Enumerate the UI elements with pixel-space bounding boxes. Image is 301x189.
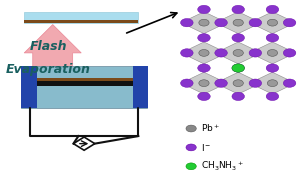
- Circle shape: [198, 34, 210, 42]
- Text: Pb$^+$: Pb$^+$: [201, 123, 220, 134]
- Bar: [37, 78, 133, 81]
- Circle shape: [181, 49, 193, 57]
- Circle shape: [232, 64, 244, 72]
- Circle shape: [266, 92, 279, 101]
- Circle shape: [249, 79, 262, 87]
- Circle shape: [198, 92, 210, 101]
- Circle shape: [267, 19, 278, 26]
- Circle shape: [186, 163, 196, 170]
- Circle shape: [215, 19, 227, 27]
- Circle shape: [199, 19, 209, 26]
- Polygon shape: [24, 25, 81, 89]
- Circle shape: [198, 5, 210, 14]
- Polygon shape: [258, 42, 287, 64]
- Text: CH$_3$NH$_3$$^+$: CH$_3$NH$_3$$^+$: [201, 160, 244, 173]
- Polygon shape: [258, 72, 287, 94]
- FancyBboxPatch shape: [21, 66, 147, 108]
- Circle shape: [186, 144, 196, 151]
- Text: Flash: Flash: [30, 40, 67, 53]
- Circle shape: [266, 34, 279, 42]
- FancyBboxPatch shape: [24, 12, 138, 23]
- Bar: [133, 66, 148, 108]
- Circle shape: [181, 19, 193, 27]
- Text: Evaporation: Evaporation: [6, 63, 91, 76]
- Circle shape: [267, 50, 278, 56]
- Circle shape: [215, 79, 227, 87]
- Polygon shape: [258, 12, 287, 34]
- Circle shape: [249, 49, 262, 57]
- Circle shape: [232, 64, 244, 72]
- Polygon shape: [223, 72, 253, 94]
- Bar: [21, 66, 37, 108]
- Polygon shape: [189, 72, 219, 94]
- Circle shape: [232, 5, 244, 14]
- Circle shape: [283, 49, 296, 57]
- Polygon shape: [223, 42, 253, 64]
- Bar: [37, 81, 133, 86]
- Circle shape: [283, 19, 296, 27]
- Polygon shape: [189, 12, 219, 34]
- Circle shape: [199, 80, 209, 87]
- Circle shape: [233, 50, 243, 56]
- Circle shape: [233, 19, 243, 26]
- Circle shape: [215, 49, 227, 57]
- Bar: [24, 20, 138, 23]
- Polygon shape: [223, 12, 253, 34]
- Circle shape: [266, 64, 279, 72]
- Circle shape: [283, 79, 296, 87]
- Circle shape: [199, 50, 209, 56]
- Circle shape: [266, 5, 279, 14]
- Circle shape: [181, 79, 193, 87]
- Circle shape: [232, 34, 244, 42]
- Circle shape: [198, 64, 210, 72]
- Circle shape: [186, 125, 196, 132]
- Polygon shape: [189, 42, 219, 64]
- Circle shape: [232, 92, 244, 101]
- Circle shape: [233, 80, 243, 87]
- Text: I$^-$: I$^-$: [201, 142, 212, 153]
- Circle shape: [267, 80, 278, 87]
- Circle shape: [249, 19, 262, 27]
- Polygon shape: [73, 137, 95, 150]
